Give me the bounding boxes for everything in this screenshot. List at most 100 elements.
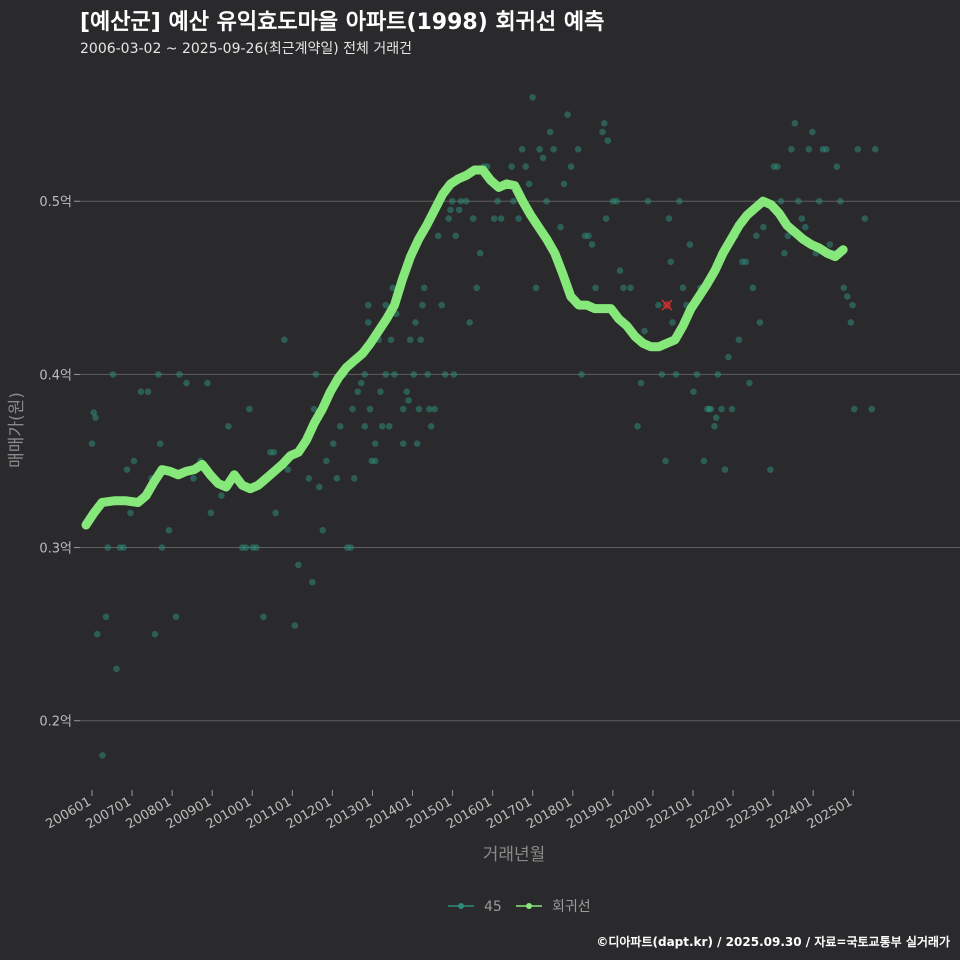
scatter-point-119 xyxy=(510,197,517,205)
scatter-point-166 xyxy=(690,388,697,396)
scatter-point-135 xyxy=(567,163,575,170)
scatter-point-45 xyxy=(309,578,316,586)
regression-line xyxy=(81,165,848,530)
scatter-point-126 xyxy=(536,145,543,153)
scatter-point-77 xyxy=(391,371,398,378)
scatter-point-217 xyxy=(868,405,876,413)
scatter-point-13 xyxy=(130,457,138,465)
scatter-point-25 xyxy=(190,474,197,482)
scatter-point-172 xyxy=(707,405,715,413)
scatter-points xyxy=(88,94,879,759)
scatter-point-42 xyxy=(291,622,299,629)
scatter-point-103 xyxy=(450,371,458,378)
legend-label-1: 회귀선 xyxy=(552,899,591,915)
scatter-point-175 xyxy=(714,371,722,378)
scatter-point-12 xyxy=(127,509,134,517)
scatter-point-187 xyxy=(756,319,764,326)
x-tick-label-10: 201601 xyxy=(444,794,494,832)
y-axis-title: 매매가(원) xyxy=(7,392,27,468)
scatter-point-75 xyxy=(387,336,395,344)
legend-dot-1 xyxy=(526,903,532,909)
scatter-point-165 xyxy=(686,241,694,248)
chart-subtitle: 2006-03-02 ~ 2025-09-26(최근계약일) 전체 거래건 xyxy=(80,41,412,57)
scatter-point-8 xyxy=(113,665,120,673)
y-tick-label-3: 0.5억 xyxy=(39,195,72,210)
scatter-point-83 xyxy=(403,388,411,396)
chart-title: [예산군] 예산 유익효도마을 아파트(1998) 회귀선 예측 xyxy=(80,10,605,35)
scatter-point-10 xyxy=(120,544,127,551)
x-tick-label-13: 201901 xyxy=(564,794,614,832)
scatter-point-23 xyxy=(176,371,183,378)
scatter-point-152 xyxy=(637,379,645,387)
scatter-point-110 xyxy=(473,284,480,292)
gridlines xyxy=(80,200,960,722)
x-tick-label-7: 201301 xyxy=(324,794,374,832)
scatter-point-118 xyxy=(508,163,515,170)
scatter-point-192 xyxy=(777,197,785,205)
scatter-point-105 xyxy=(455,206,463,214)
scatter-point-148 xyxy=(616,267,624,274)
scatter-point-67 xyxy=(371,440,379,447)
scatter-point-7 xyxy=(109,371,117,378)
outlier-cross-icon xyxy=(661,299,673,311)
scatter-point-201 xyxy=(809,128,816,136)
scatter-point-209 xyxy=(837,197,844,205)
scatter-point-203 xyxy=(816,197,823,205)
scatter-point-95 xyxy=(427,423,435,430)
scatter-point-60 xyxy=(357,379,365,387)
scatter-point-2 xyxy=(92,414,99,421)
scatter-point-151 xyxy=(634,423,641,430)
scatter-point-52 xyxy=(333,474,341,482)
scatter-point-211 xyxy=(844,293,851,300)
scatter-point-38 xyxy=(270,449,278,456)
scatter-point-53 xyxy=(336,423,344,430)
x-tick-label-3: 200901 xyxy=(164,794,214,832)
scatter-point-102 xyxy=(448,197,456,205)
x-tick-label-9: 201501 xyxy=(404,794,454,832)
scatter-point-90 xyxy=(417,336,425,344)
scatter-point-177 xyxy=(721,466,729,473)
scatter-point-178 xyxy=(725,353,732,361)
scatter-point-206 xyxy=(826,241,834,248)
scatter-point-129 xyxy=(546,128,554,136)
scatter-point-193 xyxy=(781,249,788,257)
scatter-point-159 xyxy=(667,258,675,266)
y-axis-ticks: 0.2억 0.3억 0.4억 0.5억 xyxy=(39,195,80,730)
scatter-point-174 xyxy=(712,414,720,421)
scatter-point-197 xyxy=(795,197,802,205)
scatter-point-58 xyxy=(350,474,358,482)
scatter-point-189 xyxy=(767,466,774,473)
scatter-point-140 xyxy=(588,241,596,248)
scatter-point-188 xyxy=(760,223,767,231)
scatter-point-158 xyxy=(665,215,673,222)
scatter-point-41 xyxy=(284,466,292,473)
scatter-point-17 xyxy=(151,630,159,638)
scatter-point-28 xyxy=(207,509,215,517)
scatter-point-184 xyxy=(746,379,753,387)
scatter-point-44 xyxy=(305,474,313,482)
scatter-point-59 xyxy=(354,388,362,396)
scatter-point-18 xyxy=(155,371,162,378)
scatter-point-185 xyxy=(749,284,757,292)
scatter-point-82 xyxy=(399,440,407,447)
scatter-point-133 xyxy=(560,180,568,188)
scatter-point-195 xyxy=(788,145,795,153)
scatter-point-70 xyxy=(377,388,384,396)
scatter-point-92 xyxy=(420,284,428,292)
x-tick-label-16: 202201 xyxy=(685,794,735,832)
scatter-point-145 xyxy=(604,137,612,144)
scatter-point-50 xyxy=(323,457,330,465)
scatter-point-63 xyxy=(364,301,372,309)
scatter-point-57 xyxy=(349,405,356,413)
scatter-point-218 xyxy=(871,145,879,153)
scatter-point-123 xyxy=(525,180,533,188)
x-tick-label-0: 200601 xyxy=(44,794,94,832)
scatter-point-89 xyxy=(415,405,423,413)
scatter-point-107 xyxy=(462,197,470,205)
x-tick-label-19: 202501 xyxy=(805,794,855,832)
scatter-point-72 xyxy=(382,371,390,378)
scatter-point-35 xyxy=(253,544,260,551)
scatter-point-94 xyxy=(426,405,433,413)
scatter-point-161 xyxy=(672,371,680,378)
scatter-point-39 xyxy=(272,509,279,517)
